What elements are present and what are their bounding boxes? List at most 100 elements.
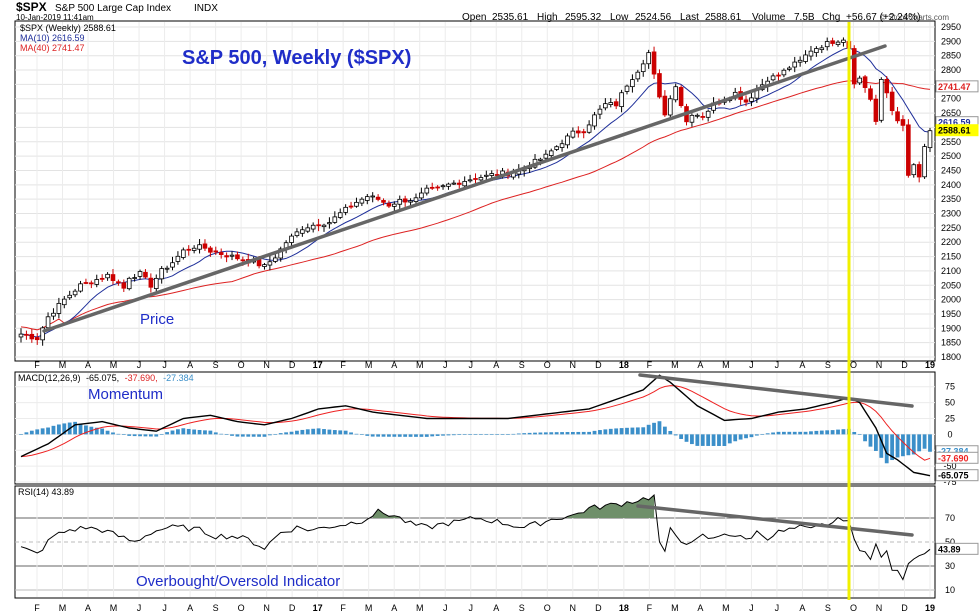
price-tick-label: 2400 [941,180,961,190]
candle [667,95,673,119]
candle [170,256,175,271]
candle [689,113,695,127]
rsi-line [20,493,931,581]
candle-body [916,164,922,178]
ma10-value-tag-text: 2616.59 [938,118,971,128]
candle-body [289,235,294,243]
candle-body [705,110,711,118]
candle-body [640,63,646,73]
x-tick-label: A [697,603,703,613]
candle-body [56,302,62,314]
candle-body [435,186,440,189]
x-tick-label: S [519,603,525,613]
x-tick-label: S [213,360,219,370]
candle [879,77,884,123]
candle-body [164,267,170,270]
axis-labels: 1800185019001950200020502100215022002250… [34,22,979,613]
candle-body [327,222,332,225]
x-tick-label: A [493,603,499,613]
candle [29,328,35,343]
signal-value-tag-bg [935,451,979,464]
x-tick-label: M [110,603,118,613]
candle [78,280,83,293]
candle-body [819,47,825,51]
histogram-bar [289,431,294,435]
histogram-bar [219,433,224,435]
last-price-tag-bg [935,124,979,137]
candle-body [478,177,484,181]
candle [803,50,808,64]
x-tick-label: J [137,603,142,613]
histogram-bar [495,434,500,435]
candle-body [332,216,338,223]
candle [267,255,273,271]
price-trend-line [42,44,887,333]
histogram-bar [527,432,532,435]
candle [922,143,927,179]
candle-body [143,271,148,278]
candle [792,56,798,73]
x-tick-label: S [825,360,831,370]
histogram-bar [343,430,348,435]
candle-body [927,130,933,149]
x-tick-label: J [749,603,754,613]
rsi-annotation: Overbought/Oversold Indicator [136,573,340,590]
histogram-bar [570,431,575,435]
histogram-bar [262,434,267,437]
histogram-bar [338,430,343,435]
last-value: 2588.61 [705,12,742,23]
histogram-bar [24,432,29,435]
histogram-bar [798,431,803,435]
candle [181,247,186,260]
ohlc-readout: Open 2535.61 High 2595.32 Low 2524.56 La… [462,12,921,23]
candle-body [922,146,927,178]
candle-body [657,73,662,98]
price-tick-label: 2500 [941,151,961,161]
candle-body [148,277,154,288]
candle [770,73,776,82]
chg-value: +56.67 (+2.24%) [846,12,921,23]
datetime: 10-Jan-2019 11:41am [16,13,94,22]
candle [873,94,879,125]
candle [592,111,597,130]
candle-body [94,279,100,285]
histogram-bar [84,425,88,435]
candle [24,330,29,340]
candle [467,174,473,183]
candle [889,87,895,116]
candle-body [175,255,181,262]
x-tick-label: S [213,603,219,613]
candle [364,194,370,205]
histogram-bar [679,434,684,439]
histogram-bar [744,434,748,439]
candle [559,139,565,152]
histogram-bar [635,427,640,435]
candle [440,183,446,190]
candle [343,204,348,216]
candle-body [770,75,776,81]
histogram-bar [641,427,646,435]
histogram-bar [397,434,402,437]
candle [603,98,608,111]
candle [413,193,419,205]
candle [164,265,170,273]
candle-body [456,182,462,185]
histogram-bar [408,434,413,437]
histogram-bar [727,434,732,444]
x-tick-label: F [647,603,653,613]
candle-body [851,48,857,85]
candle [89,280,94,289]
candle [191,245,197,254]
candle [294,228,300,238]
histogram-bar [311,428,316,435]
candle-body [229,254,235,257]
histogram-bar [267,434,272,436]
candle-body [61,298,67,306]
histogram-bar [868,434,873,447]
rsi-tick-label: 50 [945,537,955,547]
histogram-bar [608,428,613,435]
price-tick-label: 2450 [941,165,961,175]
candle-body [857,77,862,84]
x-tick-label: S [825,603,831,613]
histogram-bar [592,430,597,435]
